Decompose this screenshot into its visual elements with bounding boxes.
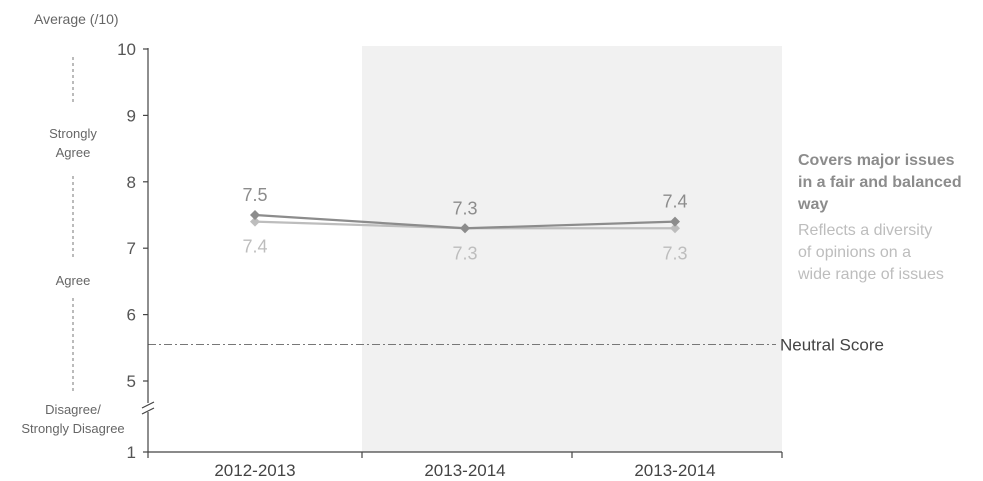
legend-entry: wide range of issues [797, 266, 944, 283]
axis-break-mark [141, 401, 155, 409]
series-point [250, 210, 260, 220]
legend-entry: in a fair and balanced [798, 174, 962, 191]
legend-entry: Reflects a diversity [798, 222, 932, 239]
y-tick-label: 7 [127, 239, 136, 258]
data-label: 7.3 [452, 198, 477, 218]
scale-band-label: Strongly Disagree [21, 421, 124, 436]
y-tick-label: 6 [127, 306, 136, 325]
scale-band-label: Agree [56, 145, 91, 160]
y-tick-label: 10 [117, 40, 136, 59]
neutral-score-label: Neutral Score [780, 335, 884, 354]
scale-band-label: Agree [56, 273, 91, 288]
scale-band-label: Strongly [49, 126, 97, 141]
x-tick-label: 2012-2013 [214, 461, 295, 480]
legend-entry: way [797, 196, 828, 213]
data-label: 7.4 [242, 237, 267, 257]
y-axis-label: Average (/10) [34, 11, 119, 27]
series-point [670, 216, 680, 227]
axis-break-mark [141, 407, 155, 415]
y-tick-label: 9 [127, 106, 136, 125]
series-point [460, 223, 470, 234]
data-label: 7.3 [662, 243, 687, 263]
x-tick-label: 2013-2014 [634, 461, 715, 480]
y-tick-label: 1 [127, 443, 136, 462]
y-tick-label: 5 [127, 372, 136, 391]
series-point [250, 216, 260, 227]
legend-entry: Covers major issues [798, 152, 955, 169]
data-label: 7.5 [242, 185, 267, 205]
y-tick-label: 8 [127, 173, 136, 192]
scale-band-label: Disagree/ [45, 402, 101, 417]
x-tick-label: 2013-2014 [424, 461, 505, 480]
shaded-period-background [362, 46, 782, 452]
series-point [670, 223, 680, 234]
data-label: 7.4 [662, 192, 687, 212]
legend-entry: of opinions on a [798, 244, 911, 261]
data-label: 7.3 [452, 243, 477, 263]
